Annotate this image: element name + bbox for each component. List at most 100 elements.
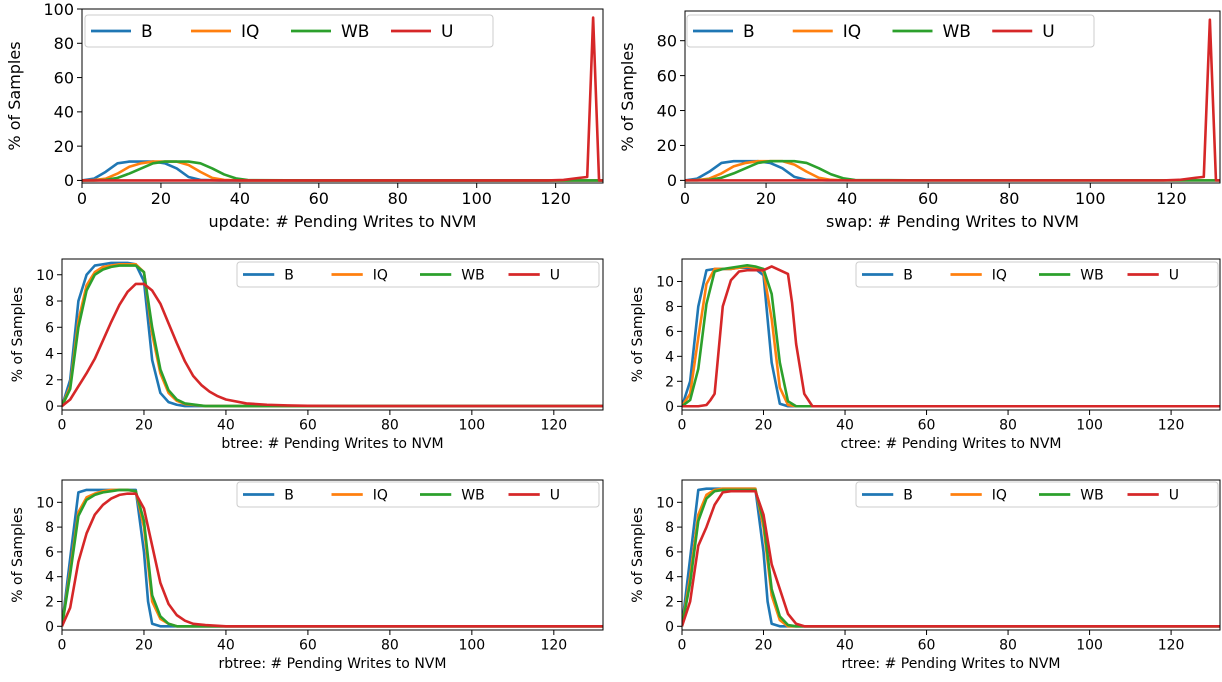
y-tick-label: 4 <box>45 570 54 586</box>
legend: B IQ WB U <box>855 261 1219 288</box>
x-axis-label: ctree: # Pending Writes to NVM <box>841 436 1062 452</box>
legend-label-b: B <box>284 268 294 284</box>
chart-panel-5: 0 20 40 60 80 100 120 0 2 4 6 8 10 rtree: # Pending W… <box>630 479 1221 672</box>
x-axis-label: update: # Pending Writes to NVM <box>209 212 477 231</box>
y-tick-label: 8 <box>45 294 54 310</box>
x-tick-label: 120 <box>540 189 571 208</box>
x-tick-label: 20 <box>755 417 773 433</box>
chart-panel-4: 0 20 40 60 80 100 120 0 2 4 6 8 10 rbtree: # Pending … <box>10 479 604 672</box>
series-line-b <box>682 266 1220 408</box>
y-axis-label: % of Samples <box>10 287 26 382</box>
y-tick-label: 0 <box>665 619 674 635</box>
y-tick-label: 0 <box>45 619 54 635</box>
legend-box <box>686 14 1095 48</box>
legend-label-iq: IQ <box>373 268 388 284</box>
legend-label-b: B <box>284 488 294 504</box>
x-tick-label: 100 <box>458 637 485 653</box>
y-axis-label: % of Samples <box>630 287 646 382</box>
chart-panel-3: 0 20 40 60 80 100 120 0 2 4 6 8 10 ctree: # Pending W… <box>630 258 1221 452</box>
y-tick-label: 80 <box>657 31 677 50</box>
series-line-u <box>82 16 603 182</box>
chart-panel-0: 0 20 40 60 80 100 120 0 20 40 60 80 100 update: # Pen… <box>5 0 604 231</box>
y-tick-label: 0 <box>45 399 54 415</box>
legend-label-wb: WB <box>461 488 484 504</box>
y-tick-label: 2 <box>665 595 674 611</box>
x-tick-label: 40 <box>837 189 857 208</box>
x-tick-label: 100 <box>458 417 485 433</box>
x-tick-label: 100 <box>1076 637 1103 653</box>
y-tick-label: 10 <box>36 268 54 284</box>
x-tick-label: 40 <box>836 417 854 433</box>
legend-label-u: U <box>550 268 560 284</box>
x-axis-label: btree: # Pending Writes to NVM <box>221 436 443 452</box>
legend: B IQ WB U <box>855 481 1219 508</box>
y-axis-label: % of Samples <box>618 42 637 151</box>
y-tick-label: 8 <box>665 520 674 536</box>
x-tick-label: 120 <box>1158 417 1185 433</box>
y-axis-label: % of Samples <box>5 41 24 150</box>
legend-label-b: B <box>141 22 153 42</box>
axes-frame <box>81 8 604 184</box>
y-tick-label: 2 <box>45 595 54 611</box>
series-line-u <box>682 489 1220 628</box>
y-tick-label: 0 <box>667 171 677 190</box>
series-line-iq <box>82 160 603 182</box>
legend-label-u: U <box>441 22 453 42</box>
x-tick-label: 100 <box>1075 189 1106 208</box>
legend-label-iq: IQ <box>373 488 388 504</box>
y-tick-label: 10 <box>656 495 674 511</box>
y-tick-label: 20 <box>54 137 74 156</box>
x-axis-label: rbtree: # Pending Writes to NVM <box>219 656 447 672</box>
x-tick-label: 120 <box>1156 189 1187 208</box>
x-tick-label: 0 <box>680 189 690 208</box>
y-tick-label: 0 <box>665 399 674 415</box>
y-tick-label: 80 <box>54 34 74 53</box>
axes-frame <box>681 258 1221 411</box>
y-tick-label: 40 <box>54 103 74 122</box>
legend-box <box>84 14 494 48</box>
y-axis-label: % of Samples <box>630 507 646 602</box>
legend-box <box>855 261 1219 288</box>
x-tick-label: 20 <box>135 637 153 653</box>
x-tick-label: 60 <box>918 189 938 208</box>
x-tick-label: 40 <box>230 189 250 208</box>
legend-label-u: U <box>1169 268 1179 284</box>
series-line-b <box>685 159 1220 182</box>
x-tick-label: 0 <box>77 189 87 208</box>
legend-label-b: B <box>903 488 913 504</box>
legend-box <box>236 261 600 288</box>
legend: B IQ WB U <box>236 481 600 508</box>
y-tick-label: 8 <box>665 299 674 315</box>
x-tick-label: 20 <box>135 417 153 433</box>
chart-panel-2: 0 20 40 60 80 100 120 0 2 4 6 8 10 btree: # Pending W… <box>10 258 604 452</box>
legend-label-iq: IQ <box>992 488 1007 504</box>
y-tick-label: 4 <box>45 347 54 363</box>
legend-label-iq: IQ <box>241 22 259 42</box>
y-tick-label: 4 <box>665 570 674 586</box>
y-tick-label: 100 <box>43 0 74 19</box>
y-tick-label: 40 <box>657 101 677 120</box>
series-line-u <box>62 282 603 408</box>
x-tick-label: 0 <box>678 637 687 653</box>
axes-frame <box>681 479 1221 631</box>
y-tick-label: 2 <box>45 373 54 389</box>
y-tick-label: 2 <box>665 374 674 390</box>
x-tick-label: 20 <box>151 189 171 208</box>
chart-panel-1: 0 20 40 60 80 100 120 0 20 40 60 80 swap: # Pending … <box>618 10 1221 231</box>
series-line-iq <box>685 159 1220 182</box>
series-line-b <box>82 160 603 182</box>
x-tick-label: 80 <box>388 189 408 208</box>
x-tick-label: 60 <box>918 637 936 653</box>
x-tick-label: 80 <box>999 189 1019 208</box>
legend-label-wb: WB <box>943 22 971 42</box>
x-tick-label: 60 <box>299 637 317 653</box>
y-tick-label: 10 <box>36 495 54 511</box>
y-tick-label: 6 <box>45 545 54 561</box>
axes-frame <box>684 10 1221 184</box>
x-tick-label: 100 <box>461 189 492 208</box>
y-tick-label: 4 <box>665 349 674 365</box>
x-tick-label: 20 <box>756 189 776 208</box>
x-tick-label: 60 <box>299 417 317 433</box>
x-tick-label: 80 <box>381 637 399 653</box>
